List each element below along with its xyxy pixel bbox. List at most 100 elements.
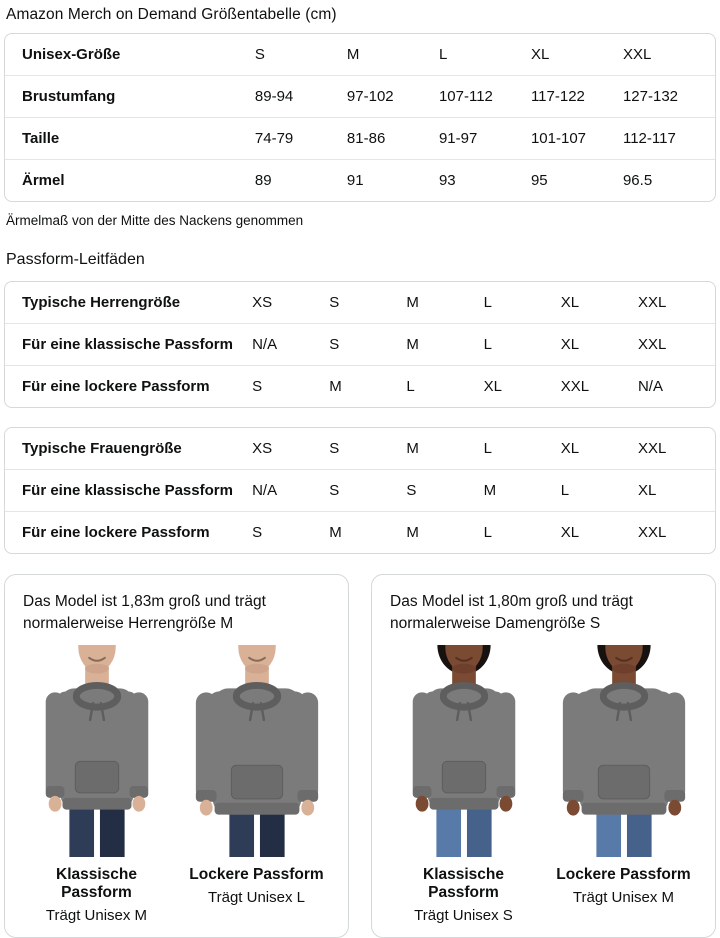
measure-cell: 117-122 [530, 88, 585, 105]
female-model-fit-card: Das Model ist 1,80m groß und trägt norma… [371, 574, 716, 938]
size-cell: M [346, 46, 360, 63]
measure-cell: 107-112 [438, 88, 493, 105]
size-cell: S [406, 482, 417, 499]
fit-example-classic: Klassische Passform Trägt Unisex M [22, 645, 171, 924]
row-label: Für eine lockere Passform [22, 524, 210, 541]
size-cell: L [406, 378, 415, 395]
measure-cell: 96.5 [622, 172, 653, 189]
fit-example-loose: Lockere Passform Trägt Unisex M [549, 645, 698, 924]
size-cell: XXL [637, 294, 667, 311]
size-cell: M [329, 524, 342, 541]
size-cell: XL [560, 440, 580, 457]
size-cell: L [483, 336, 492, 353]
size-cell: L [483, 294, 492, 311]
fit-name: Klassische Passform [423, 866, 504, 901]
sleeve-measure-footnote: Ärmelmaß von der Mitte des Nackens genom… [6, 213, 304, 228]
table-row: Brustumfang 89-94 97-102 107-112 117-122… [5, 75, 715, 118]
model-photo-male-classic-fit [22, 645, 171, 857]
fit-worn-size: Trägt Unisex M [45, 907, 148, 924]
size-cell: L [483, 440, 492, 457]
fit-name: Lockere Passform [189, 866, 324, 883]
size-cell: XXL [637, 336, 667, 353]
size-cell: S [254, 46, 265, 63]
size-cell: S [329, 294, 340, 311]
fit-worn-size: Trägt Unisex L [208, 889, 305, 906]
size-cell: M [329, 378, 342, 395]
row-label: Für eine klassische Passform [22, 336, 233, 353]
fit-name: Klassische Passform [56, 866, 137, 901]
size-cell: S [252, 378, 263, 395]
fit-worn-size: Trägt Unisex S [414, 907, 513, 924]
size-cell: S [329, 482, 340, 499]
table-row: Für eine klassische Passform N/A S M L X… [5, 323, 715, 366]
row-label: Typische Herrengröße [22, 294, 181, 311]
size-cell: M [406, 524, 419, 541]
size-cell: M [406, 294, 419, 311]
measure-cell: 101-107 [530, 130, 587, 147]
measure-cell: 97-102 [346, 88, 394, 105]
measure-cell: 89 [254, 172, 272, 189]
row-label: Taille [22, 130, 60, 147]
fit-example-loose: Lockere Passform Trägt Unisex L [182, 645, 331, 924]
size-cell: S [329, 440, 340, 457]
measure-cell: 91 [346, 172, 364, 189]
model-description: Das Model ist 1,80m groß und trägt norma… [390, 593, 633, 632]
measure-cell: 81-86 [346, 130, 386, 147]
size-cell: XS [252, 294, 273, 311]
size-cell: M [406, 440, 419, 457]
size-cell: XL [637, 482, 657, 499]
model-cards: Das Model ist 1,83m groß und trägt norma… [4, 574, 716, 938]
size-cell: M [483, 482, 497, 499]
model-photo-female-loose-fit [549, 645, 698, 857]
womens-fit-guide-table: Typische Frauengröße XS S M L XL XXL Für… [4, 427, 716, 554]
table-row: Taille 74-79 81-86 91-97 101-107 112-117 [5, 117, 715, 160]
size-cell: XXL [637, 440, 667, 457]
row-label: Für eine klassische Passform [22, 482, 233, 499]
size-cell: S [252, 524, 263, 541]
size-cell: XL [530, 46, 550, 63]
fit-guides-title: Passform-Leitfäden [6, 251, 145, 268]
measure-cell: 127-132 [622, 88, 679, 105]
row-label: Für eine lockere Passform [22, 378, 210, 395]
model-photo-male-loose-fit [182, 645, 331, 857]
size-cell: N/A [637, 378, 663, 395]
size-cell: M [406, 336, 419, 353]
unisex-size-table: Unisex-Größe S M L XL XXL Brustumfang 89… [4, 33, 716, 202]
model-description: Das Model ist 1,83m groß und trägt norma… [23, 593, 266, 632]
size-cell: L [483, 524, 492, 541]
row-label: Typische Frauengröße [22, 440, 182, 457]
model-photo-female-classic-fit [389, 645, 538, 857]
male-model-fit-card: Das Model ist 1,83m groß und trägt norma… [4, 574, 349, 938]
measure-cell: 95 [530, 172, 548, 189]
fit-example-classic: Klassische Passform Trägt Unisex S [389, 645, 538, 924]
size-cell: L [560, 482, 570, 499]
row-label: Unisex-Größe [22, 46, 121, 63]
table-row: Ärmel 89 91 93 95 96.5 [5, 159, 715, 202]
size-cell: XXL [560, 378, 590, 395]
mens-fit-guide-table: Typische Herrengröße XS S M L XL XXL Für… [4, 281, 716, 408]
size-cell: N/A [252, 336, 278, 353]
fit-name: Lockere Passform [556, 866, 691, 883]
measure-cell: 74-79 [254, 130, 294, 147]
size-cell: XL [560, 336, 580, 353]
table-row: Unisex-Größe S M L XL XXL [5, 34, 715, 76]
row-label: Brustumfang [22, 88, 116, 105]
table-row: Für eine lockere Passform S M M L XL XXL [5, 511, 715, 554]
size-cell: N/A [252, 482, 278, 499]
size-cell: L [438, 46, 448, 63]
row-label: Ärmel [22, 172, 65, 189]
size-cell: XL [560, 294, 580, 311]
measure-cell: 93 [438, 172, 456, 189]
size-cell: XL [483, 378, 502, 395]
size-cell: S [329, 336, 340, 353]
size-cell: XS [252, 440, 273, 457]
page-title: Amazon Merch on Demand Größentabelle (cm… [6, 6, 337, 23]
size-cell: XXL [622, 46, 652, 63]
measure-cell: 112-117 [622, 130, 676, 147]
fit-worn-size: Trägt Unisex M [572, 889, 675, 906]
table-row: Für eine lockere Passform S M L XL XXL N… [5, 365, 715, 408]
table-row: Typische Frauengröße XS S M L XL XXL [5, 428, 715, 470]
measure-cell: 91-97 [438, 130, 478, 147]
table-row: Typische Herrengröße XS S M L XL XXL [5, 282, 715, 324]
size-cell: XXL [637, 524, 667, 541]
